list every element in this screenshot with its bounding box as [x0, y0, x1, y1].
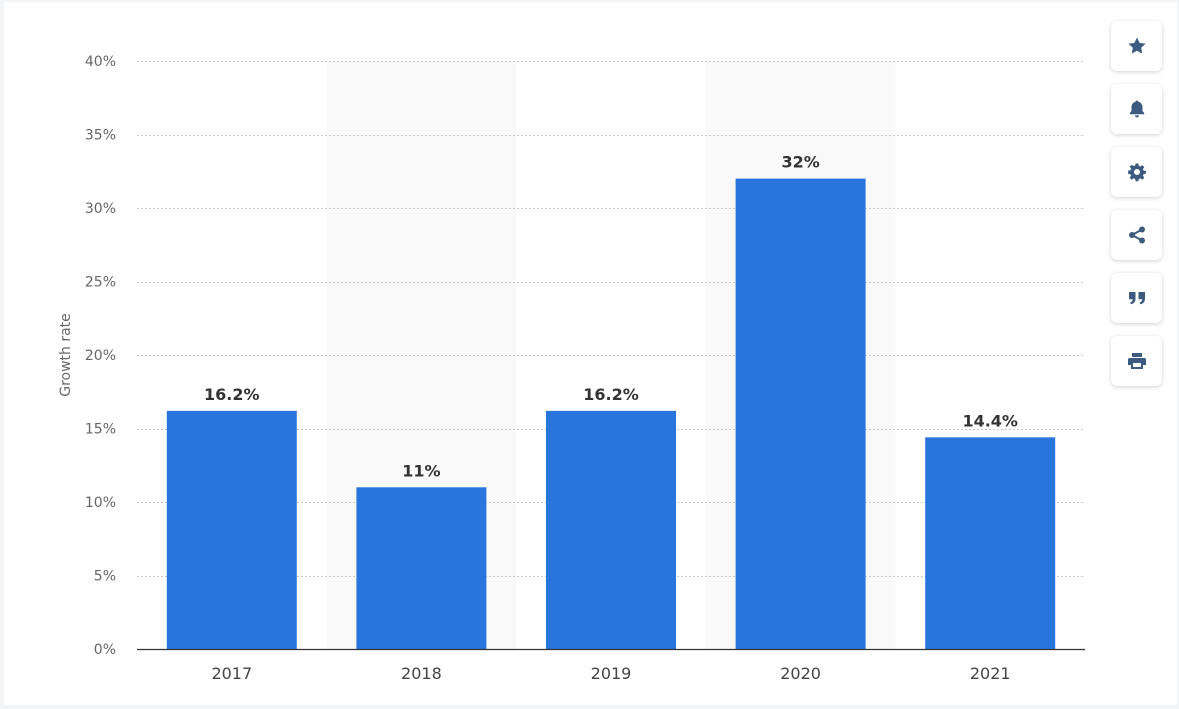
y-axis-ticks: 0% 5% 10% 15% 20% 25% 30% 35% 40%: [85, 54, 116, 658]
data-label-2017: 16.2%: [204, 385, 260, 404]
bar-2018[interactable]: [356, 487, 487, 649]
bell-icon: [1129, 100, 1144, 118]
y-tick-label: 35%: [85, 128, 116, 144]
side-toolbar: [1111, 21, 1164, 399]
share-icon: [1128, 226, 1145, 244]
share-button[interactable]: [1111, 210, 1162, 260]
y-tick-label: 5%: [94, 569, 116, 585]
y-tick-label: 0%: [94, 642, 116, 658]
cite-button[interactable]: [1111, 273, 1162, 323]
print-button[interactable]: [1111, 336, 1162, 386]
notification-button[interactable]: [1111, 84, 1162, 134]
favorite-button[interactable]: [1111, 21, 1162, 71]
quote-icon: [1128, 292, 1145, 305]
bar-2021[interactable]: [925, 437, 1056, 649]
bar-2020[interactable]: [735, 178, 866, 649]
bar-2017[interactable]: [166, 410, 297, 649]
settings-button[interactable]: [1111, 147, 1162, 197]
data-label-2020: 32%: [781, 153, 819, 172]
data-label-2018: 11%: [402, 461, 440, 480]
y-tick-label: 40%: [85, 54, 116, 70]
y-tick-label: 10%: [85, 495, 116, 511]
bar-2019[interactable]: [546, 410, 676, 649]
data-label-2021: 14.4%: [962, 411, 1018, 430]
gear-icon: [1127, 163, 1146, 182]
y-axis-title: Growth rate: [58, 313, 74, 397]
x-axis-categories: 2017 2018 2019 2020 2021: [211, 664, 1010, 683]
x-tick-label-2021: 2021: [970, 664, 1011, 683]
y-tick-label: 15%: [85, 422, 116, 438]
y-tick-label: 25%: [85, 275, 116, 291]
x-tick-label-2019: 2019: [591, 664, 632, 683]
x-tick-label-2020: 2020: [780, 664, 821, 683]
data-labels: 16.2% 11% 16.2% 32% 14.4%: [204, 153, 1018, 481]
print-icon: [1127, 353, 1146, 369]
y-tick-label: 30%: [85, 201, 116, 217]
bars: [166, 178, 1056, 649]
y-tick-label: 20%: [85, 348, 116, 364]
star-icon: [1128, 37, 1145, 54]
x-tick-label-2017: 2017: [211, 664, 252, 683]
data-label-2019: 16.2%: [583, 385, 639, 404]
x-tick-label-2018: 2018: [401, 664, 442, 683]
